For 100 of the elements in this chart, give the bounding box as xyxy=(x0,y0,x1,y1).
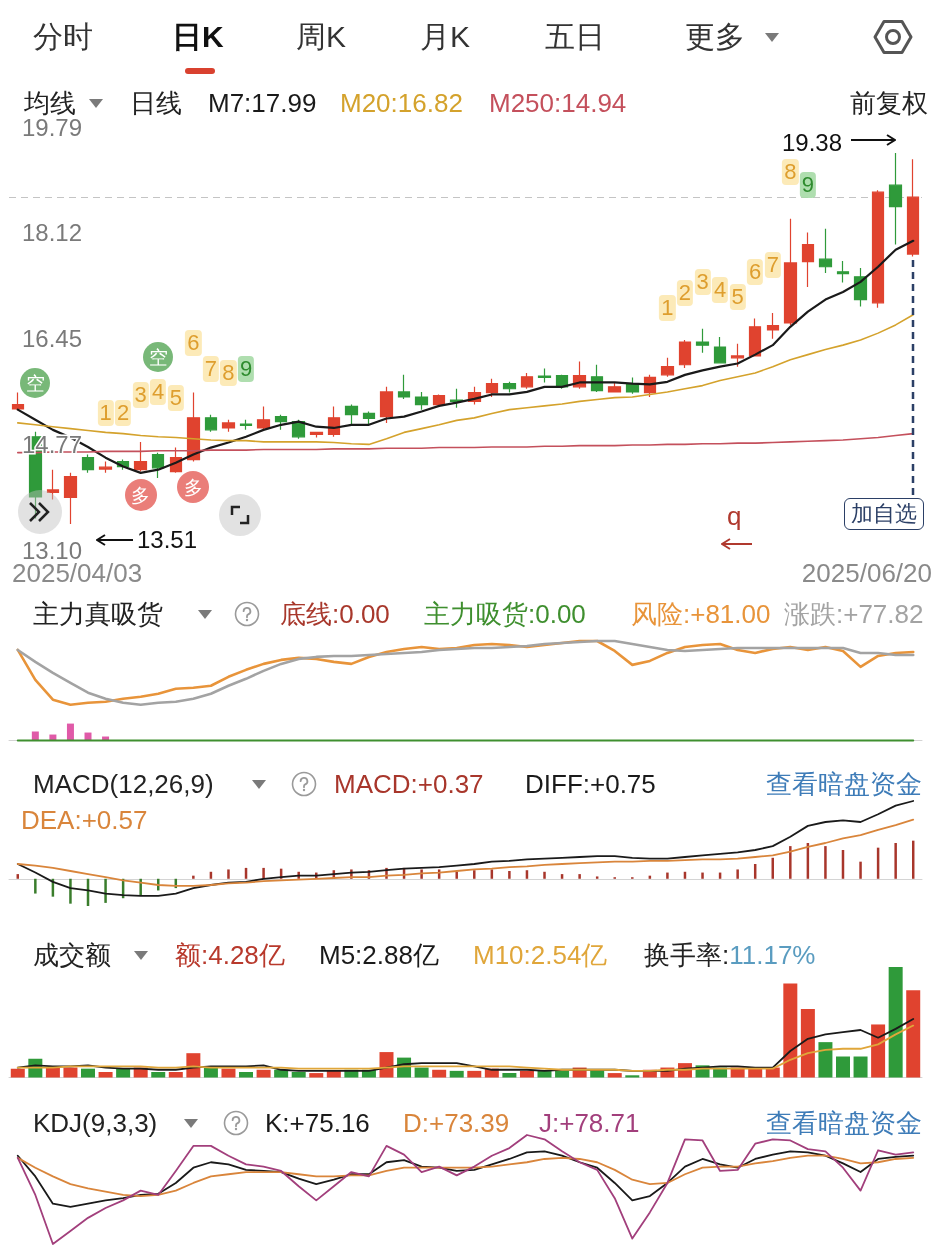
bar xyxy=(432,1069,447,1078)
bar xyxy=(625,1075,640,1078)
candlestick xyxy=(204,414,218,433)
bar xyxy=(309,1073,324,1078)
candlestick xyxy=(748,317,762,358)
bar xyxy=(227,869,230,879)
candlestick xyxy=(537,367,552,384)
bar xyxy=(262,867,265,879)
bar xyxy=(666,872,669,879)
annotation: 6 xyxy=(747,259,764,285)
candlestick xyxy=(151,452,165,479)
annotation: 多 xyxy=(124,479,157,511)
chart-title: 主力真吸货 xyxy=(33,599,163,629)
bar xyxy=(888,967,903,1078)
bar xyxy=(379,1052,394,1078)
bar xyxy=(221,1068,236,1078)
annotation: 6 xyxy=(185,330,202,356)
chart-title: 均线 xyxy=(23,88,76,118)
candlestick xyxy=(485,378,499,398)
text: 额:4.28亿 xyxy=(175,940,285,970)
candlestick xyxy=(11,391,25,411)
annotation: 5 xyxy=(729,284,746,310)
chart-title: 成交额 xyxy=(33,940,111,970)
candlestick xyxy=(397,374,411,400)
annotation: 4 xyxy=(150,379,167,405)
bar xyxy=(45,1067,60,1078)
text: 月K xyxy=(420,20,471,53)
candlestick xyxy=(801,231,815,288)
bar xyxy=(66,723,74,741)
bar xyxy=(69,878,72,904)
candlestick xyxy=(836,260,850,284)
bar xyxy=(291,1071,306,1078)
text: 周K xyxy=(296,20,347,53)
bar xyxy=(859,861,862,879)
candlestick xyxy=(502,381,517,394)
candlestick xyxy=(871,189,885,309)
bar xyxy=(736,869,739,879)
text: 五日 xyxy=(545,20,605,53)
line-series xyxy=(16,239,915,474)
series-label: D:+73.39 xyxy=(403,1108,510,1138)
bar xyxy=(192,875,195,879)
annotation: 3 xyxy=(132,382,149,408)
annotation: 2 xyxy=(115,400,132,426)
bar xyxy=(595,876,599,879)
bar xyxy=(449,1070,464,1078)
candlestick xyxy=(414,391,429,411)
candlestick xyxy=(660,357,675,378)
annotation: 9 xyxy=(237,356,255,382)
bar xyxy=(555,1070,570,1078)
candlestick xyxy=(133,441,148,473)
chart-title: KDJ(9,3,3) xyxy=(33,1108,158,1138)
bar xyxy=(467,1070,482,1078)
annotation: 8 xyxy=(782,159,799,185)
bar xyxy=(894,843,897,879)
candlestick xyxy=(432,393,446,408)
annotation: 4 xyxy=(711,277,729,303)
text: 主力吸货:0.00 xyxy=(424,599,586,629)
bar xyxy=(239,1071,254,1078)
bar xyxy=(578,874,581,879)
bar xyxy=(835,1056,850,1078)
bar xyxy=(800,1008,815,1078)
candlestick xyxy=(678,339,692,369)
bar xyxy=(10,1068,25,1078)
bar xyxy=(116,1068,131,1078)
annotation: 5 xyxy=(167,385,184,411)
annotation: 13.51 xyxy=(137,526,198,553)
text: MACD:+0.37 xyxy=(334,769,484,799)
text: 底线:0.00 xyxy=(280,599,390,629)
text: M10:2.54亿 xyxy=(473,940,608,970)
annotation: 7 xyxy=(202,356,220,382)
annotation: 换手率:11.17% xyxy=(644,940,816,970)
candlestick xyxy=(309,431,324,439)
annotation: 19.38 xyxy=(781,129,842,156)
candlestick xyxy=(888,152,903,246)
series-label: DEA:+0.57 xyxy=(21,805,148,835)
text: M5:2.88亿 xyxy=(319,940,439,970)
y-tick-label: 16.45 xyxy=(22,324,83,352)
y-tick-label: 18.12 xyxy=(22,219,83,247)
text: 日线 xyxy=(130,88,182,118)
bar xyxy=(63,1067,78,1078)
series-label: J:+78.71 xyxy=(539,1108,640,1138)
bar xyxy=(274,1069,289,1078)
candlestick xyxy=(818,228,833,274)
candlestick xyxy=(63,472,78,525)
candlestick xyxy=(274,414,288,431)
annotation: 2 xyxy=(676,280,694,306)
bar xyxy=(789,846,792,879)
bar xyxy=(455,871,458,879)
bar xyxy=(502,1073,517,1078)
series-label: 涨跌:+77.82 xyxy=(784,599,924,629)
candlestick xyxy=(906,158,920,258)
bar xyxy=(519,1070,534,1078)
bar xyxy=(508,871,511,879)
candlestick xyxy=(46,469,60,501)
bar xyxy=(871,1024,886,1078)
text: M7:17.99 xyxy=(208,88,317,118)
text: 查看暗盘资金 xyxy=(766,769,922,799)
bar xyxy=(34,878,37,894)
bar xyxy=(783,983,798,1078)
annotation: 9 xyxy=(799,172,816,198)
